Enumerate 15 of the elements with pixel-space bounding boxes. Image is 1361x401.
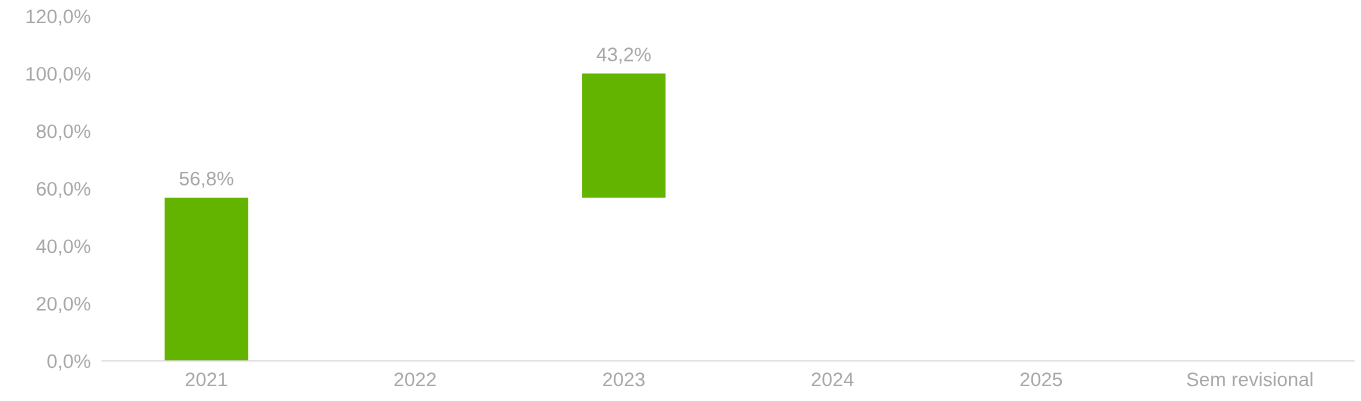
x-tick-label: 2021 bbox=[185, 372, 228, 387]
y-tick-label: 40,0% bbox=[36, 239, 91, 256]
data-label: 43,2% bbox=[596, 47, 651, 64]
data-label: 56,8% bbox=[179, 171, 234, 188]
y-tick-label: 60,0% bbox=[36, 181, 91, 198]
x-tick-label: 2025 bbox=[1020, 372, 1062, 387]
x-tick-label: 2022 bbox=[394, 372, 436, 387]
x-tick-label: 2023 bbox=[603, 372, 645, 387]
y-tick-label: 80,0% bbox=[36, 124, 91, 141]
x-tick-label: Sem revisional bbox=[1186, 372, 1313, 387]
y-tick-label: 120,0% bbox=[26, 9, 91, 26]
y-tick-label: 20,0% bbox=[36, 296, 91, 313]
y-tick-label: 100,0% bbox=[26, 66, 91, 84]
y-tick-label: 0,0% bbox=[47, 354, 91, 371]
x-tick-label: 2024 bbox=[811, 372, 854, 387]
